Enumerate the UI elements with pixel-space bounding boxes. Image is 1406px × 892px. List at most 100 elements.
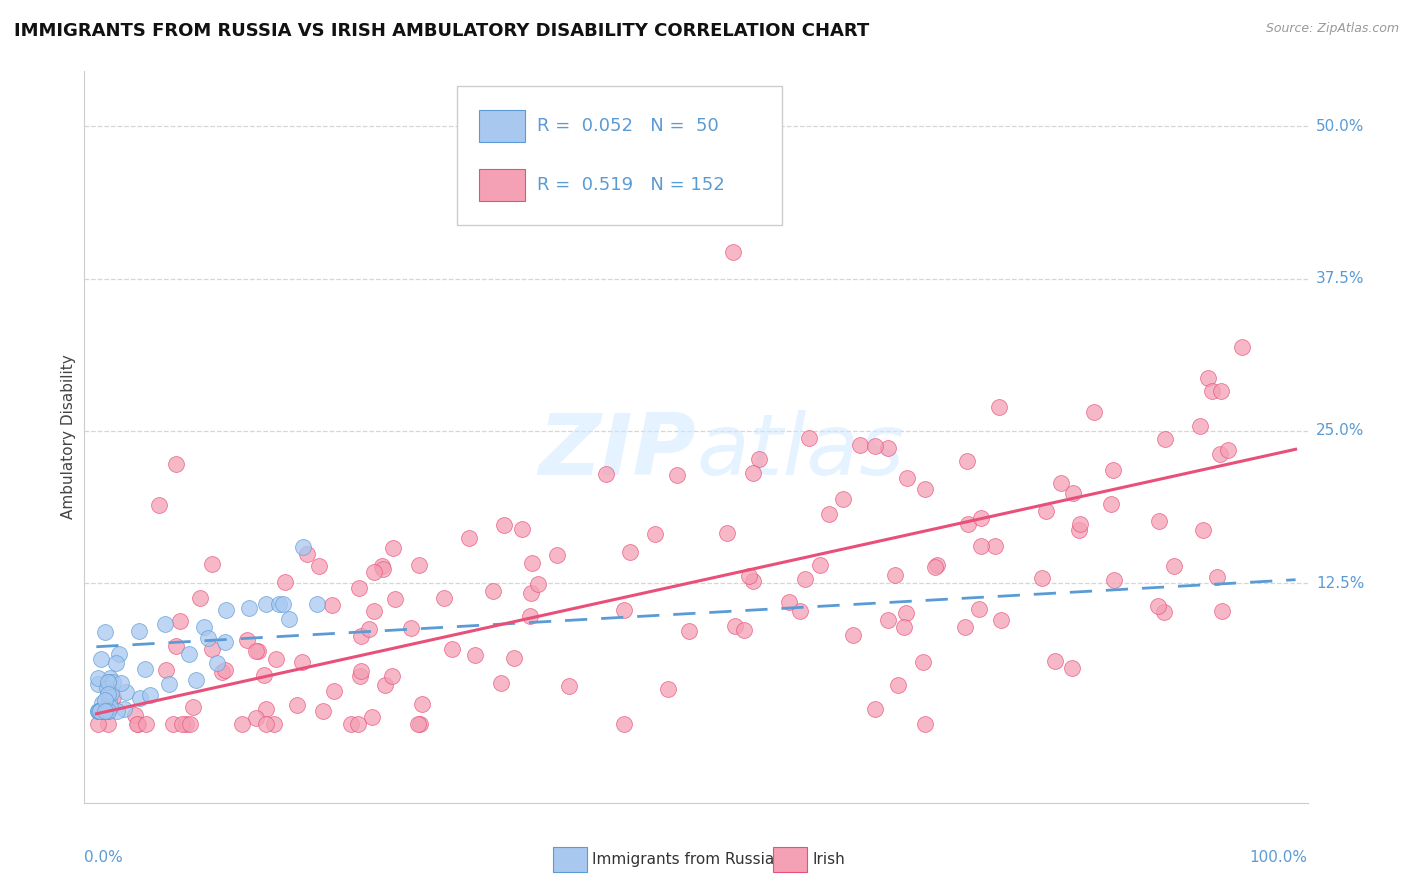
Point (86, 671, 108, 685)
FancyBboxPatch shape (479, 169, 524, 201)
Point (911, 655, 934, 669)
Point (894, 606, 917, 620)
Point (231, 716, 253, 731)
Point (87, 704, 110, 718)
Point (321, 599, 343, 613)
Point (125, 716, 148, 731)
Point (361, 710, 384, 724)
Point (733, 623, 755, 637)
Point (876, 613, 898, 627)
Point (1035, 503, 1057, 517)
Point (181, 699, 204, 714)
Text: R =  0.519   N = 152: R = 0.519 N = 152 (537, 176, 724, 194)
Text: IMMIGRANTS FROM RUSSIA VS IRISH AMBULATORY DISABILITY CORRELATION CHART: IMMIGRANTS FROM RUSSIA VS IRISH AMBULATO… (14, 22, 869, 40)
Point (264, 652, 287, 666)
Point (363, 604, 385, 618)
Point (876, 441, 898, 455)
Point (778, 595, 800, 609)
Point (93, 693, 115, 707)
Point (914, 716, 936, 731)
Point (98, 700, 121, 714)
Text: R =  0.052   N =  50: R = 0.052 N = 50 (537, 117, 718, 136)
Point (89, 705, 111, 719)
Point (100, 686, 122, 700)
Point (925, 558, 948, 572)
Point (97, 704, 120, 718)
Point (98, 671, 121, 685)
Text: 50.0%: 50.0% (1316, 119, 1364, 134)
Point (1216, 443, 1239, 458)
Point (97, 716, 120, 731)
Point (292, 540, 315, 554)
Point (214, 663, 236, 677)
FancyBboxPatch shape (773, 847, 807, 872)
Point (339, 716, 361, 731)
Point (956, 454, 979, 468)
Point (139, 688, 162, 702)
Point (808, 558, 831, 573)
Point (797, 431, 820, 445)
Point (114, 685, 136, 699)
Point (245, 711, 267, 725)
Text: ZIP: ZIP (538, 410, 696, 493)
Point (246, 643, 269, 657)
Point (101, 675, 124, 690)
Point (1209, 384, 1232, 399)
Point (519, 609, 541, 624)
Point (197, 631, 219, 645)
Point (153, 616, 176, 631)
Point (794, 572, 817, 586)
Point (188, 591, 211, 606)
Point (128, 690, 150, 705)
Point (274, 575, 297, 590)
Point (1045, 654, 1067, 668)
Point (482, 584, 505, 599)
Point (254, 716, 277, 731)
Point (91, 705, 114, 719)
Point (893, 620, 915, 634)
Point (162, 716, 184, 731)
Point (1146, 599, 1168, 614)
Point (832, 491, 855, 506)
Point (94, 625, 117, 640)
Point (657, 681, 679, 696)
Point (101, 690, 124, 705)
Point (716, 525, 738, 540)
Text: Irish: Irish (813, 853, 845, 867)
Point (1205, 570, 1227, 584)
Point (1050, 476, 1073, 491)
Point (1031, 571, 1053, 585)
FancyBboxPatch shape (479, 110, 524, 143)
Point (924, 560, 946, 574)
Point (896, 471, 918, 485)
Point (492, 518, 515, 533)
Point (503, 651, 526, 665)
Point (148, 498, 170, 512)
Point (134, 662, 156, 676)
Point (236, 633, 259, 648)
Point (510, 522, 533, 536)
Point (914, 482, 936, 496)
FancyBboxPatch shape (553, 847, 588, 872)
Point (520, 586, 543, 600)
Point (1201, 384, 1223, 399)
Point (128, 624, 150, 638)
Point (987, 400, 1010, 414)
Point (174, 716, 197, 731)
Text: 12.5%: 12.5% (1316, 576, 1364, 591)
Point (86, 705, 108, 719)
Text: atlas: atlas (696, 410, 904, 493)
Point (737, 569, 759, 583)
Point (409, 716, 432, 731)
Point (742, 466, 765, 480)
Point (108, 647, 131, 661)
Point (464, 648, 486, 663)
Point (380, 669, 402, 683)
Point (96, 702, 118, 716)
Point (619, 545, 641, 559)
Point (347, 581, 370, 595)
Point (613, 716, 636, 731)
Point (254, 701, 277, 715)
Point (865, 438, 887, 452)
Point (86, 677, 108, 691)
